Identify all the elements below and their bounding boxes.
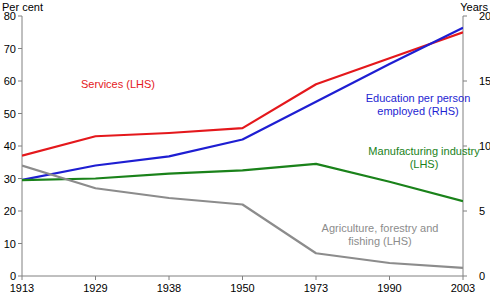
x-tick <box>242 276 243 280</box>
y-tick <box>18 146 22 147</box>
x-tick <box>316 276 317 280</box>
series-label: Agriculture, forestry andfishing (LHS) <box>322 222 439 247</box>
y-tick-label: 20 <box>4 205 16 217</box>
chart: 0102030405060708005101520191319291938195… <box>0 0 490 301</box>
y-tick <box>18 81 22 82</box>
y2-tick-label: 15 <box>479 75 490 87</box>
x-tick-label: 1913 <box>10 282 34 294</box>
y-tick-label: 60 <box>4 75 16 87</box>
y-tick-label: 70 <box>4 43 16 55</box>
y-tick <box>18 48 22 49</box>
y-axis-title: Per cent <box>2 1 43 13</box>
y-tick <box>18 276 22 277</box>
series-line <box>22 166 463 268</box>
y-tick <box>18 16 22 17</box>
y2-axis-title: Years <box>460 1 488 13</box>
x-tick-label: 1990 <box>377 282 401 294</box>
series-label-line: Services (LHS) <box>81 78 155 90</box>
series-label-line: Education per person <box>366 92 471 104</box>
x-tick <box>22 276 23 280</box>
y-tick <box>18 178 22 179</box>
series-label: Manufacturing industry(LHS) <box>368 145 480 170</box>
series-label: Services (LHS) <box>81 78 155 90</box>
y-tick-label: 30 <box>4 173 16 185</box>
x-tick-label: 2003 <box>451 282 475 294</box>
y2-tick-label: 0 <box>479 270 485 282</box>
series-label-line: fishing (LHS) <box>348 235 412 247</box>
x-tick <box>463 276 464 280</box>
series-label: Education per personemployed (RHS) <box>366 92 471 117</box>
y-tick-label: 0 <box>10 270 16 282</box>
y-tick <box>18 211 22 212</box>
series-label-line: (LHS) <box>410 158 439 170</box>
y2-tick <box>463 81 467 82</box>
y2-tick-label: 5 <box>479 205 485 217</box>
x-tick <box>95 276 96 280</box>
y-tick-label: 40 <box>4 140 16 152</box>
series-label-line: Manufacturing industry <box>368 145 480 157</box>
x-tick <box>169 276 170 280</box>
x-tick-label: 1950 <box>230 282 254 294</box>
y2-tick <box>463 16 467 17</box>
x-tick <box>389 276 390 280</box>
series-line <box>22 164 463 201</box>
x-tick-label: 1973 <box>304 282 328 294</box>
y-tick-label: 50 <box>4 108 16 120</box>
y2-tick <box>463 276 467 277</box>
series-label-line: Agriculture, forestry and <box>322 222 439 234</box>
y-tick <box>18 243 22 244</box>
y2-tick-label: 10 <box>479 140 490 152</box>
y-tick-label: 10 <box>4 238 16 250</box>
y2-tick <box>463 211 467 212</box>
x-tick-label: 1929 <box>83 282 107 294</box>
x-tick-label: 1938 <box>157 282 181 294</box>
series-label-line: employed (RHS) <box>377 105 458 117</box>
y-tick <box>18 113 22 114</box>
